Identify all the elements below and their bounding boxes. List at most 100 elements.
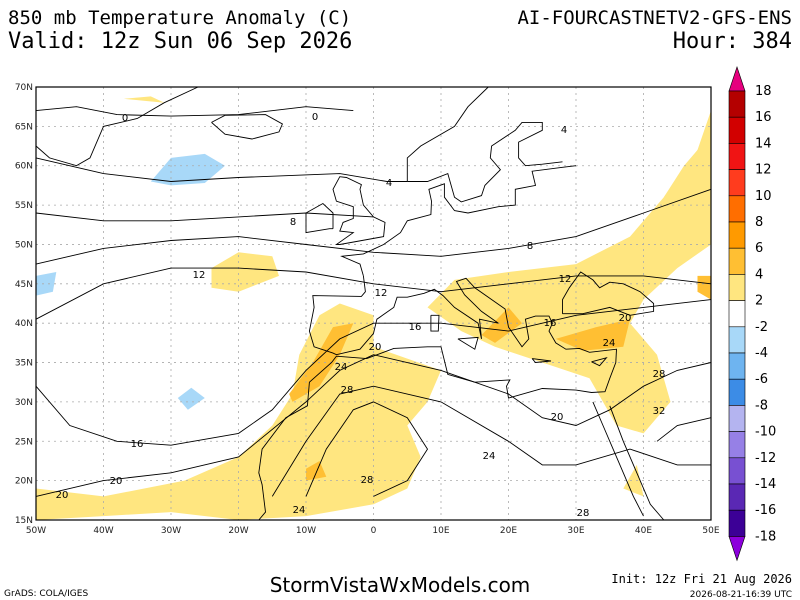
contour-line	[271, 385, 711, 497]
map-frame	[35, 86, 712, 521]
colorbar-swatch	[728, 116, 746, 144]
contour-line	[305, 401, 429, 497]
lat-label: 50N	[15, 240, 33, 250]
colorbar-swatch	[728, 431, 746, 459]
coastline	[332, 176, 386, 245]
lon-label: 0	[371, 526, 377, 536]
coastline	[531, 358, 552, 363]
coastline	[592, 401, 644, 517]
colorbar-label: -16	[755, 503, 776, 518]
colorbar-swatch	[728, 378, 746, 406]
colorbar-swatch	[728, 300, 746, 328]
contour-label: 32	[653, 406, 666, 417]
lon-label: 50W	[26, 526, 46, 536]
anomaly-area	[481, 307, 522, 343]
colorbar-label: -10	[755, 425, 776, 440]
contour-label: 24	[483, 451, 496, 462]
anomaly-area	[697, 275, 711, 300]
model-name: AI-FOURCASTNETV2-GFS-ENS	[517, 7, 792, 29]
anomaly-area	[36, 272, 57, 296]
colorbar-label: -6	[755, 372, 768, 387]
colorbar-label: 2	[755, 294, 763, 309]
lon-label: 10E	[432, 526, 449, 536]
coastline	[258, 275, 617, 521]
colorbar-swatch	[728, 457, 746, 485]
contour-line	[35, 354, 712, 497]
colorbar: 18 16 14 12 10 8 6 4 2 -2 -4 -6 -8 -10 -12 -14 -16 -18	[728, 66, 776, 562]
anomaly-area	[177, 387, 205, 410]
lon-label: 30E	[567, 526, 584, 536]
contour-label: 16	[544, 318, 557, 329]
contour-labels: 0 0 4 4 8 8 12 12 12 16 16 20 20 24 24 2…	[56, 112, 666, 519]
contour-label: 4	[561, 125, 567, 136]
contour-label: 28	[577, 508, 590, 519]
coastline	[407, 121, 563, 203]
init-time: Init: 12z Fri 21 Aug 2026	[611, 572, 792, 586]
anomaly-area	[427, 134, 711, 434]
anomaly-fills	[36, 96, 711, 520]
colorbar-swatch	[728, 326, 746, 354]
coastline	[430, 314, 440, 332]
contour-label: 28	[341, 385, 354, 396]
colorbar-label: -8	[755, 398, 768, 413]
forecast-hour: Hour: 384	[673, 29, 792, 54]
anomaly-area	[623, 464, 644, 497]
colorbar-swatch	[728, 169, 746, 197]
anomaly-area	[306, 461, 327, 481]
anomaly-area	[211, 252, 279, 292]
colorbar-swatch	[728, 483, 746, 511]
colorbar-label: -18	[755, 529, 776, 544]
contour-label: 8	[527, 241, 533, 252]
colorbar-swatch	[728, 143, 746, 170]
contour-label: 12	[559, 274, 572, 285]
lon-label: 20E	[500, 526, 517, 536]
lat-label: 15N	[15, 516, 33, 526]
contour-line	[35, 212, 374, 222]
lat-label: 25N	[15, 437, 33, 447]
anomaly-area	[123, 96, 165, 103]
contour-line	[656, 417, 712, 442]
coastline	[609, 405, 665, 521]
contour-line	[35, 188, 712, 265]
lat-label: 40N	[15, 319, 33, 329]
anomaly-area	[289, 323, 354, 402]
valid-time: Valid: 12z Sun 06 Sep 2026	[8, 29, 352, 54]
lat-label: 70N	[15, 83, 33, 93]
contour-label: 0	[122, 113, 128, 124]
colorbar-label: 4	[755, 267, 763, 282]
lat-label: 20N	[15, 477, 33, 487]
contour-label: 20	[110, 476, 123, 487]
contour-label: 20	[369, 342, 382, 353]
colorbar-label: -4	[755, 346, 768, 361]
anomaly-area	[663, 110, 711, 198]
contour-label: 8	[290, 217, 296, 228]
lat-label: 65N	[15, 122, 33, 132]
colorbar-swatch	[728, 247, 746, 275]
colorbar-end	[728, 536, 746, 562]
colorbar-swatch	[728, 509, 746, 537]
colorbar-label: 6	[755, 241, 763, 256]
lat-label: 55N	[15, 201, 33, 211]
grads-credit: GrADS: COLA/IGES	[4, 589, 88, 599]
colorbar-swatch	[728, 90, 746, 118]
lon-label: 40E	[635, 526, 652, 536]
lon-label: 20W	[228, 526, 248, 536]
contour-label: 28	[361, 475, 374, 486]
colorbar-swatch	[728, 221, 746, 249]
contour-line	[35, 267, 712, 320]
colorbar-label: -14	[755, 477, 776, 492]
colorbar-swatch	[728, 352, 746, 380]
contour-label: 24	[603, 338, 616, 349]
anomaly-area	[555, 319, 630, 351]
colorbar-label: 10	[755, 189, 772, 204]
lat-label: 60N	[15, 162, 33, 172]
colorbar-label: 16	[755, 110, 772, 125]
timestamp: 2026-08-21-16:39 UTC	[690, 590, 792, 600]
lat-label: 30N	[15, 398, 33, 408]
contour-label: 24	[335, 362, 348, 373]
colorbar-swatch	[728, 405, 746, 432]
contour-label: 28	[653, 369, 666, 380]
contour-label: 16	[131, 439, 144, 450]
